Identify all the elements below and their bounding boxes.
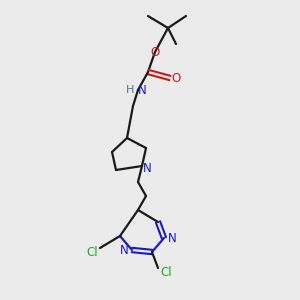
Text: N: N: [168, 232, 176, 244]
Text: Cl: Cl: [86, 247, 98, 260]
Text: N: N: [120, 244, 128, 256]
Text: O: O: [150, 46, 160, 59]
Text: Cl: Cl: [160, 266, 172, 280]
Text: N: N: [138, 83, 146, 97]
Text: N: N: [142, 161, 152, 175]
Text: O: O: [171, 71, 181, 85]
Text: H: H: [126, 85, 134, 95]
